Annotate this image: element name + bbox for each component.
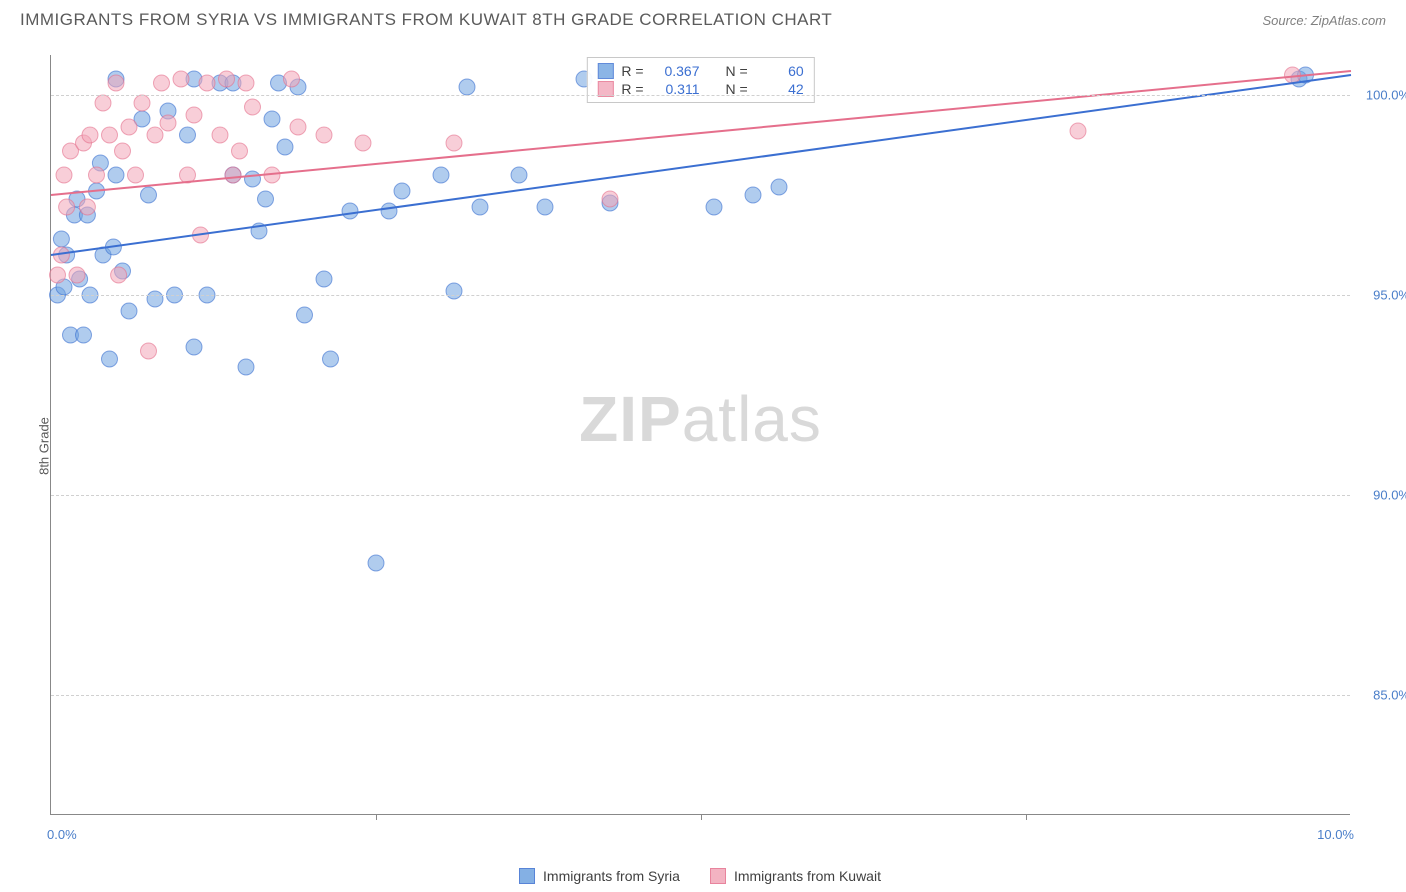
scatter-point bbox=[102, 351, 118, 367]
scatter-point bbox=[59, 199, 75, 215]
scatter-point bbox=[316, 271, 332, 287]
scatter-point bbox=[219, 71, 235, 87]
scatter-point bbox=[147, 291, 163, 307]
x-tick-mark bbox=[701, 814, 702, 820]
scatter-point bbox=[89, 167, 105, 183]
series-legend-item: Immigrants from Kuwait bbox=[710, 868, 881, 884]
chart-source: Source: ZipAtlas.com bbox=[1262, 13, 1386, 28]
x-tick-label: 0.0% bbox=[47, 827, 77, 842]
scatter-point bbox=[290, 119, 306, 135]
scatter-point bbox=[108, 167, 124, 183]
y-tick-label: 90.0% bbox=[1355, 488, 1406, 503]
scatter-point bbox=[446, 283, 462, 299]
scatter-point bbox=[115, 143, 131, 159]
scatter-point bbox=[108, 75, 124, 91]
scatter-point bbox=[284, 71, 300, 87]
scatter-point bbox=[1285, 67, 1301, 83]
scatter-point bbox=[147, 127, 163, 143]
legend-r-label: R = bbox=[621, 63, 643, 79]
scatter-point bbox=[69, 267, 85, 283]
scatter-point bbox=[76, 327, 92, 343]
scatter-point bbox=[232, 143, 248, 159]
chart-header: IMMIGRANTS FROM SYRIA VS IMMIGRANTS FROM… bbox=[0, 0, 1406, 30]
scatter-point bbox=[1070, 123, 1086, 139]
scatter-point bbox=[50, 267, 66, 283]
scatter-point bbox=[199, 75, 215, 91]
scatter-point bbox=[368, 555, 384, 571]
scatter-point bbox=[141, 187, 157, 203]
scatter-point bbox=[141, 343, 157, 359]
scatter-point bbox=[245, 99, 261, 115]
scatter-point bbox=[128, 167, 144, 183]
scatter-point bbox=[56, 167, 72, 183]
scatter-point bbox=[79, 199, 95, 215]
scatter-point bbox=[323, 351, 339, 367]
scatter-point bbox=[238, 75, 254, 91]
y-tick-label: 85.0% bbox=[1355, 688, 1406, 703]
scatter-point bbox=[111, 267, 127, 283]
scatter-point bbox=[433, 167, 449, 183]
scatter-point bbox=[180, 127, 196, 143]
scatter-point bbox=[134, 95, 150, 111]
scatter-point bbox=[355, 135, 371, 151]
plot-region: ZIPatlas R =0.367N =60R =0.311N =42 85.0… bbox=[50, 55, 1350, 815]
legend-row: R = 0.367 N = 60 bbox=[597, 62, 803, 80]
correlation-legend: R =0.367N =60R =0.311N =42 bbox=[586, 57, 814, 103]
y-tick-label: 95.0% bbox=[1355, 288, 1406, 303]
series-legend: Immigrants from Syria Immigrants from Kuw… bbox=[50, 868, 1350, 884]
scatter-point bbox=[258, 191, 274, 207]
scatter-point bbox=[186, 107, 202, 123]
scatter-point bbox=[245, 171, 261, 187]
scatter-point bbox=[459, 79, 475, 95]
scatter-point bbox=[264, 111, 280, 127]
x-tick-mark bbox=[1026, 814, 1027, 820]
scatter-point bbox=[238, 359, 254, 375]
x-tick-label: 10.0% bbox=[1317, 827, 1354, 842]
scatter-point bbox=[706, 199, 722, 215]
chart-title: IMMIGRANTS FROM SYRIA VS IMMIGRANTS FROM… bbox=[20, 10, 832, 30]
scatter-point bbox=[537, 199, 553, 215]
gridline-horizontal bbox=[51, 695, 1350, 696]
legend-swatch bbox=[710, 868, 726, 884]
gridline-horizontal bbox=[51, 495, 1350, 496]
scatter-point bbox=[316, 127, 332, 143]
series-legend-label: Immigrants from Syria bbox=[543, 868, 680, 884]
scatter-point bbox=[297, 307, 313, 323]
scatter-point bbox=[121, 119, 137, 135]
scatter-point bbox=[342, 203, 358, 219]
scatter-point bbox=[745, 187, 761, 203]
legend-n-value: 60 bbox=[756, 63, 804, 79]
scatter-point bbox=[102, 127, 118, 143]
scatter-point bbox=[53, 231, 69, 247]
scatter-point bbox=[511, 167, 527, 183]
scatter-point bbox=[446, 135, 462, 151]
series-legend-item: Immigrants from Syria bbox=[519, 868, 680, 884]
scatter-svg bbox=[51, 55, 1350, 814]
y-tick-label: 100.0% bbox=[1355, 88, 1406, 103]
scatter-point bbox=[225, 167, 241, 183]
series-legend-label: Immigrants from Kuwait bbox=[734, 868, 881, 884]
scatter-point bbox=[602, 191, 618, 207]
chart-area: ZIPatlas R =0.367N =60R =0.311N =42 85.0… bbox=[50, 55, 1350, 815]
legend-swatch bbox=[597, 63, 613, 79]
scatter-point bbox=[186, 339, 202, 355]
scatter-point bbox=[771, 179, 787, 195]
scatter-point bbox=[381, 203, 397, 219]
gridline-horizontal bbox=[51, 95, 1350, 96]
gridline-horizontal bbox=[51, 295, 1350, 296]
scatter-point bbox=[160, 115, 176, 131]
x-tick-mark bbox=[376, 814, 377, 820]
scatter-point bbox=[472, 199, 488, 215]
scatter-point bbox=[173, 71, 189, 87]
scatter-point bbox=[95, 95, 111, 111]
scatter-point bbox=[212, 127, 228, 143]
scatter-point bbox=[394, 183, 410, 199]
legend-n-label: N = bbox=[726, 63, 748, 79]
legend-swatch bbox=[519, 868, 535, 884]
scatter-point bbox=[277, 139, 293, 155]
legend-r-value: 0.367 bbox=[652, 63, 700, 79]
scatter-point bbox=[82, 127, 98, 143]
scatter-point bbox=[121, 303, 137, 319]
scatter-point bbox=[154, 75, 170, 91]
